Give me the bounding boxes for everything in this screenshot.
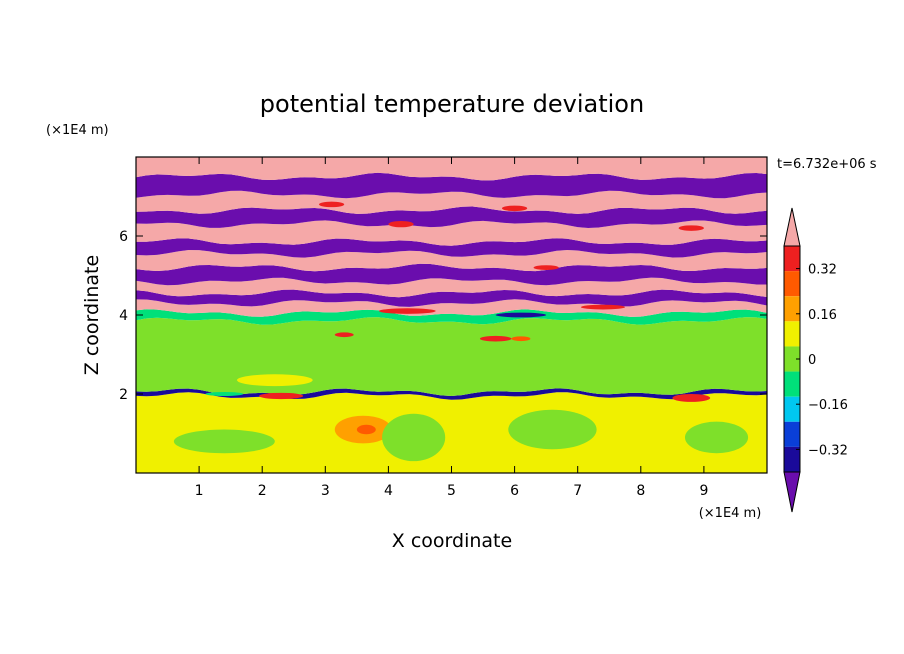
contour-band-2 [136,317,767,396]
colorbar-extend-top [783,207,801,247]
contour-blob-14 [236,374,313,387]
x-axis-label: X coordinate [392,530,512,552]
contour-blob-11 [378,308,436,314]
y-units-label: (×1E4 m) [46,123,109,138]
colorbar-label: −0.16 [808,398,848,413]
contour-band-12 [136,190,767,214]
contour-blob-1 [356,424,376,435]
contour-band-0 [136,392,767,473]
contour-blob-19 [533,265,559,270]
colorbar-swatch [784,371,800,397]
x-axis: 1 2 3 4 5 6 7 8 9 [195,157,708,499]
y-tick-label: 6 [119,229,128,245]
contour-blob-12 [580,304,626,310]
contour-band-9 [136,238,767,258]
contour-blob-6 [259,392,304,400]
y-tick-label: 4 [119,308,128,324]
contour-band-3 [136,309,767,325]
x-tick-label: 7 [573,483,582,499]
contour-blob-3 [382,413,446,462]
contour-band-11 [136,206,767,228]
colorbar-extend-bottom [783,471,801,513]
colorbar: −0.32 −0.16 0 0.16 0.32 [783,207,848,513]
contour-blob-8 [479,335,512,342]
colorbar-swatch [784,446,800,472]
contour-blob-20 [205,392,244,396]
x-tick-label: 5 [447,483,456,499]
contour-blob-5 [684,421,749,454]
colorbar-swatch [784,396,800,422]
colorbar-swatch [784,271,800,297]
colorbar-swatch [784,246,800,272]
contour-blob-10 [334,332,354,338]
x-tick-label: 4 [384,483,393,499]
contour-band-7 [136,263,767,286]
contour-blob-2 [173,429,275,454]
contour-field [136,157,767,473]
contour-band-5 [136,289,767,307]
x-tick-label: 6 [510,483,519,499]
contour-band-8 [136,250,767,272]
contour-blob-18 [501,205,528,212]
y-tick-label: 2 [119,387,128,403]
contour-blob-16 [678,225,704,231]
x-tick-label: 3 [321,483,330,499]
contour-blob-15 [388,220,414,228]
contour-blob-9 [511,336,531,342]
colorbar-label: 0.16 [808,308,837,323]
y-axis-label: Z coordinate [81,255,103,375]
contour-blob-7 [672,394,711,402]
colorbar-label: 0 [808,353,816,368]
colorbar-swatch [784,421,800,447]
x-tick-label: 8 [636,483,645,499]
contour-band-13 [136,172,767,199]
chart-title: potential temperature deviation [260,90,644,118]
time-label: t=6.732e+06 s [777,157,877,172]
x-tick-label: 2 [258,483,267,499]
contour-blob-13 [495,312,547,318]
contour-blob-4 [508,409,597,450]
contour-blob-17 [318,201,345,208]
colorbar-label: 0.32 [808,263,837,278]
contour-band-10 [136,220,767,246]
colorbar-label: −0.32 [808,443,848,458]
contour-band-14 [136,157,767,181]
y-axis: 2 4 6 [119,229,767,403]
contour-band-6 [136,277,767,298]
x-tick-label: 1 [195,483,204,499]
colorbar-swatch [784,346,800,372]
x-tick-label: 9 [699,483,708,499]
contour-band-4 [136,299,767,317]
colorbar-swatch [784,321,800,347]
colorbar-swatch [784,296,800,322]
x-units-label: (×1E4 m) [699,506,762,521]
